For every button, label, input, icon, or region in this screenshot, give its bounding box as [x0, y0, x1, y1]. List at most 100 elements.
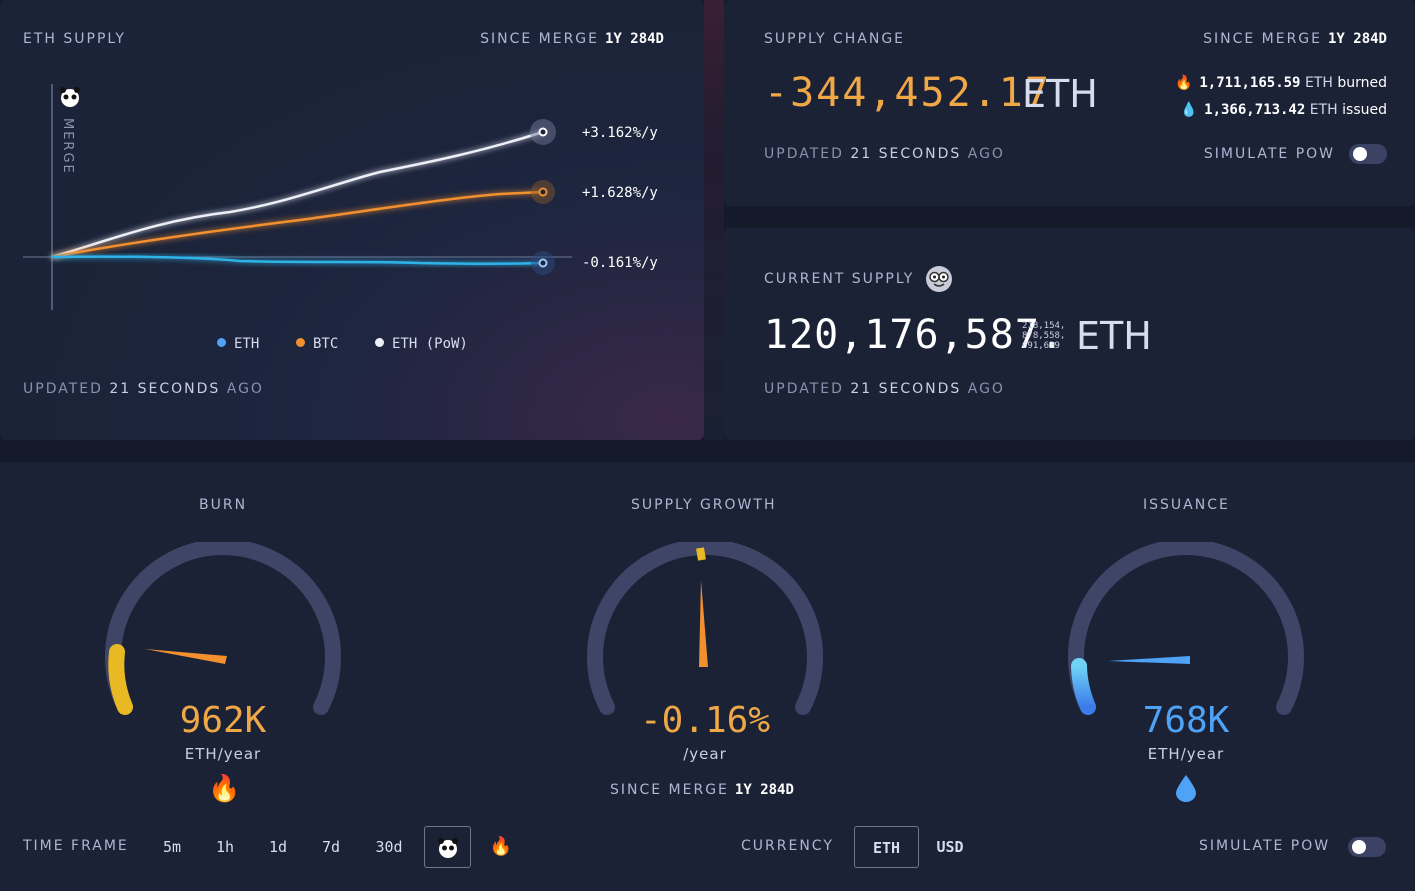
updated-prefix: UPDATED	[764, 381, 844, 397]
panel-gap	[724, 206, 1415, 228]
supply-growth-gauge-fill	[696, 547, 706, 561]
time-frame-label: TIME FRAME	[23, 838, 129, 854]
burned-row: 🔥 1,711,165.59 ETH burned	[1175, 75, 1387, 91]
legend-label-eth-pow: ETH (PoW)	[392, 336, 468, 352]
time-frame-7d[interactable]: 7d	[321, 838, 341, 856]
since-merge-label: SINCE MERGE	[1203, 31, 1322, 47]
panda-icon	[60, 87, 80, 107]
updated-suffix: AGO	[967, 146, 1005, 162]
series-line-eth	[51, 255, 544, 265]
burn-value: 962K	[179, 700, 267, 741]
panel-divider	[704, 0, 724, 440]
legend-label-eth: ETH	[234, 336, 260, 352]
current-supply-decimals: 218,154, 878,558, 691,639	[1022, 321, 1065, 351]
updated-prefix: UPDATED	[23, 381, 103, 397]
issued-label: issued	[1342, 102, 1387, 118]
time-frame-since-merge[interactable]	[424, 826, 471, 868]
legend-item-eth[interactable]: ETH	[217, 336, 259, 352]
fire-icon: 🔥	[1175, 75, 1193, 91]
since-merge-value: 1y 284d	[1327, 31, 1387, 47]
updated-value: 21 SECONDS	[109, 381, 221, 397]
decimals-line: 691,639	[1022, 341, 1060, 351]
burned-unit: ETH	[1304, 75, 1333, 91]
time-frame-since-burn[interactable]: 🔥	[484, 826, 518, 868]
issuance-gauge-needle	[1108, 656, 1190, 664]
simulate-pow-label: SIMULATE PoW	[1203, 146, 1335, 162]
decimals-line: 218,154,	[1022, 321, 1066, 331]
issued-unit: ETH	[1309, 102, 1338, 118]
updated-value: 21 SECONDS	[850, 146, 962, 162]
updated-suffix: AGO	[967, 381, 1005, 397]
burned-value: 1,711,165.59	[1199, 75, 1301, 91]
eth-endpoint	[538, 258, 548, 268]
legend-dot-eth-pow	[375, 338, 384, 347]
btc-endpoint	[538, 187, 548, 197]
legend-item-eth-pow[interactable]: ETH (PoW)	[375, 336, 468, 352]
gauges-panel: BURN 962K ETH/year 🔥 SUPPLY GROWTH -0.16…	[0, 462, 1415, 891]
time-frame-1h[interactable]: 1h	[215, 838, 235, 856]
burn-gauge	[105, 542, 341, 715]
simulate-pow-toggle[interactable]	[1349, 144, 1387, 164]
eth-supply-title: ETH SUPPLY	[23, 31, 126, 47]
series-line-btc	[51, 190, 544, 259]
supply-growth-title: SUPPLY GROWTH	[631, 497, 777, 513]
burn-gauge-needle	[145, 649, 227, 664]
issuance-title: ISSUANCE	[1143, 497, 1230, 513]
since-merge-label: SINCE MERGE	[480, 31, 599, 47]
eth-supply-since-merge: SINCE MERGE 1y 284d	[480, 31, 664, 47]
current-supply-unit: ETH	[1076, 314, 1152, 358]
burn-unit: ETH/year	[184, 745, 262, 763]
burn-gauge-track	[105, 542, 341, 715]
fire-icon: 🔥	[208, 774, 241, 804]
updated-suffix: AGO	[226, 381, 264, 397]
issuance-gauge-track	[1068, 542, 1304, 715]
droplet-icon	[1175, 774, 1197, 806]
btc-rate-label: +1.628%/y	[582, 185, 658, 201]
time-frame-1d[interactable]: 1d	[268, 838, 288, 856]
currency-eth[interactable]: ETH	[854, 826, 919, 868]
section-gap	[0, 440, 1415, 462]
current-supply-title: CURRENT SUPPLY	[764, 271, 915, 287]
flame-icon: 🔥	[489, 836, 513, 857]
issued-value: 1,366,713.42	[1204, 102, 1306, 118]
supply-growth-unit: /year	[683, 745, 727, 763]
current-supply-panel: CURRENT SUPPLY 120,176,587. 218,154, 878…	[724, 228, 1415, 440]
supply-growth-value: -0.16%	[639, 700, 771, 741]
supply-change-value: -344,452.17	[764, 70, 1051, 116]
issuance-value: 768K	[1142, 700, 1230, 741]
merge-label: MERGE	[60, 118, 75, 175]
eth-pow-rate-label: +3.162%/y	[582, 125, 658, 141]
supply-growth-gauge-track	[587, 542, 823, 715]
decimals-line: 878,558,	[1022, 331, 1066, 341]
legend-item-btc[interactable]: BTC	[296, 336, 338, 352]
time-frame-30d[interactable]: 30d	[375, 838, 403, 856]
issuance-gauge-fill	[1071, 658, 1096, 715]
supply-growth-since-merge: SINCE MERGE 1y 284d	[610, 782, 794, 798]
issuance-unit: ETH/year	[1147, 745, 1225, 763]
legend-dot-eth	[217, 338, 226, 347]
supply-change-unit: ETH	[1022, 72, 1098, 116]
droplet-icon: 💧	[1180, 102, 1198, 118]
eth-rate-label: -0.161%/y	[582, 255, 658, 271]
eth-pow-endpoint	[538, 127, 548, 137]
supply-growth-gauge-needle	[699, 580, 708, 667]
updated-value: 21 SECONDS	[850, 381, 962, 397]
nerd-face-icon	[926, 266, 952, 292]
since-merge-label: SINCE MERGE	[610, 782, 729, 798]
issued-row: 💧 1,366,713.42 ETH issued	[1180, 102, 1387, 118]
supply-change-title: SUPPLY CHANGE	[764, 31, 906, 47]
simulate-pow-label: SIMULATE PoW	[1199, 838, 1331, 854]
legend-dot-btc	[296, 338, 305, 347]
supply-growth-gauge	[587, 542, 823, 715]
simulate-pow-toggle[interactable]	[1348, 837, 1386, 857]
burn-gauge-fill	[108, 644, 133, 715]
issuance-gauge	[1068, 542, 1304, 715]
currency-label: CURRENCY	[741, 838, 834, 854]
burn-title: BURN	[199, 497, 248, 513]
time-frame-5m[interactable]: 5m	[162, 838, 182, 856]
supply-change-since-merge: SINCE MERGE 1y 284d	[1203, 31, 1387, 47]
currency-usd[interactable]: USD	[936, 838, 964, 856]
panda-icon	[437, 838, 458, 858]
burned-label: burned	[1337, 75, 1387, 91]
series-line-eth-pow	[51, 130, 544, 259]
